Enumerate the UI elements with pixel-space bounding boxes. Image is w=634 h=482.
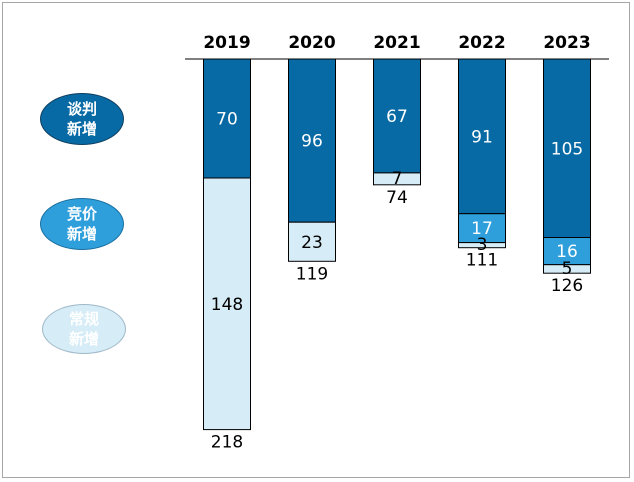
legend-item-negotiation: 谈判新增 (40, 93, 124, 145)
category-label-2022: 2022 (458, 33, 505, 53)
value-label-2022-series-2: 3 (477, 235, 488, 255)
bar-2019-series-2 (203, 177, 251, 431)
total-label-2020: 119 (296, 264, 328, 284)
value-label-2019-series-0: 70 (216, 110, 238, 130)
category-label-2021: 2021 (373, 33, 420, 53)
bar-2021-series-0 (373, 58, 421, 174)
total-label-2022: 111 (466, 251, 498, 271)
category-label-2023: 2023 (543, 33, 590, 53)
legend-label-regular: 常规新增 (68, 310, 99, 348)
legend-item-regular: 常规新增 (42, 304, 126, 354)
legend-item-bidding: 竞价新增 (40, 198, 124, 250)
category-label-2020: 2020 (288, 33, 335, 53)
bar-2019-series-0 (203, 58, 251, 179)
value-label-2022-series-1: 17 (471, 219, 493, 239)
value-label-2021-series-2: 7 (392, 169, 403, 189)
category-label-2019: 2019 (203, 33, 250, 53)
legend-label-negotiation: 谈判新增 (66, 100, 97, 138)
bar-2020-series-2 (288, 221, 336, 262)
value-label-2022-series-0: 91 (471, 127, 493, 147)
value-label-2021-series-0: 67 (386, 107, 408, 127)
bar-2022-series-2 (458, 242, 506, 249)
value-label-2023-series-0: 105 (551, 139, 583, 159)
value-label-2020-series-0: 96 (301, 132, 323, 152)
value-label-2023-series-2: 5 (562, 259, 573, 279)
value-label-2020-series-2: 23 (301, 233, 323, 253)
total-label-2019: 218 (211, 433, 243, 453)
legend-label-bidding: 竞价新增 (66, 205, 97, 243)
total-label-2023: 126 (551, 276, 583, 296)
total-label-2021: 74 (386, 188, 408, 208)
bar-2023-series-2 (543, 264, 591, 274)
bar-2021-series-2 (373, 172, 421, 186)
bar-2022-series-0 (458, 58, 506, 215)
value-label-2019-series-2: 148 (211, 295, 243, 315)
bar-2020-series-0 (288, 58, 336, 223)
value-label-2023-series-1: 16 (556, 242, 578, 262)
